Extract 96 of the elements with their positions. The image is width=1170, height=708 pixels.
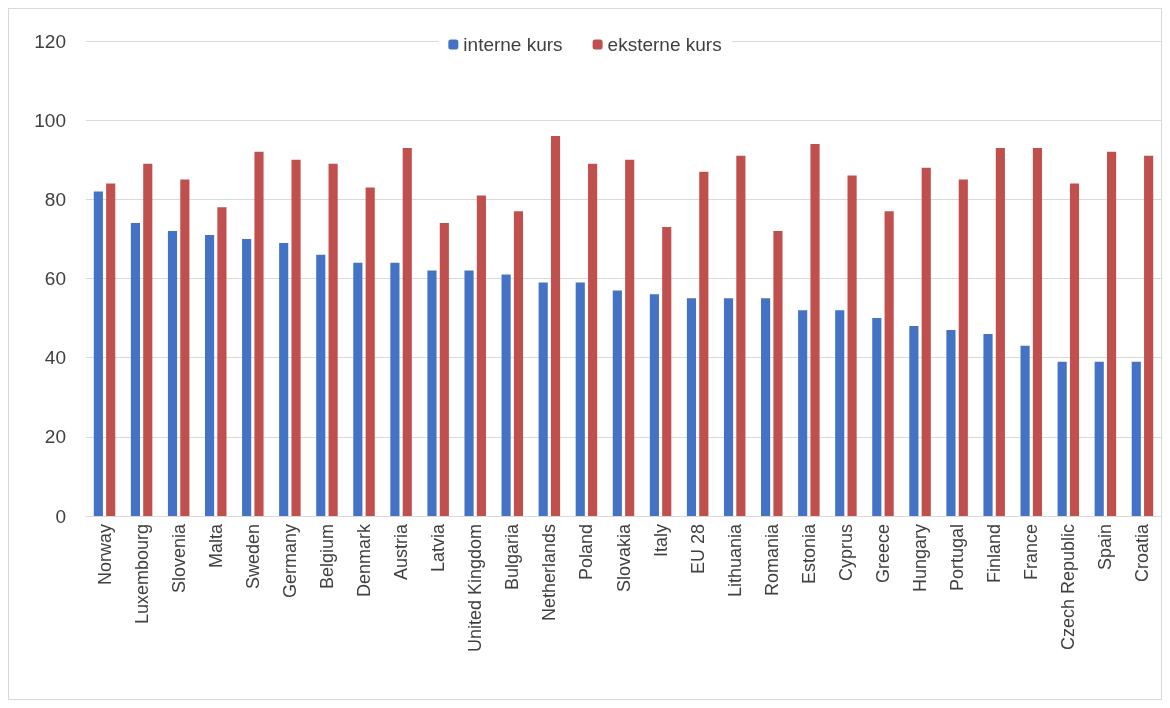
bar (995, 147, 1005, 516)
bar (798, 310, 808, 516)
bar (946, 329, 956, 516)
bar (439, 223, 449, 516)
x-tick-label: Romania (761, 523, 782, 597)
bar (501, 274, 511, 516)
bar (625, 159, 635, 516)
bar (1069, 183, 1080, 516)
x-tick-label: Poland (576, 524, 597, 581)
bar (872, 318, 882, 516)
y-tick-label: 80 (44, 188, 66, 210)
bar (662, 227, 672, 516)
bar (1107, 151, 1117, 516)
x-tick-label: Sweden (242, 524, 263, 590)
bar (1032, 147, 1043, 516)
bar (921, 167, 931, 516)
x-tick-label: Norway (94, 524, 115, 586)
bar (847, 175, 857, 516)
bar (699, 171, 709, 516)
x-tick-label: Bulgaria (502, 523, 523, 591)
y-tick-label: 0 (55, 505, 66, 527)
x-tick-label: Slovenia (168, 523, 189, 594)
bar (464, 270, 474, 516)
x-tick-label: Luxembourg (131, 524, 152, 625)
y-tick-label: 60 (44, 268, 66, 289)
y-tick-label: 40 (44, 347, 66, 369)
bar (353, 262, 363, 516)
bar (649, 294, 659, 516)
x-tick-label: Cyprus (835, 524, 856, 582)
bar (588, 163, 598, 516)
bar (402, 147, 412, 516)
bar (612, 290, 622, 516)
bar (1057, 361, 1067, 516)
x-tick-label: Greece (872, 524, 893, 584)
bar (279, 242, 289, 516)
y-tick-label: 120 (34, 30, 66, 52)
bar (983, 333, 993, 516)
x-tick-label: Croatia (1132, 523, 1153, 583)
bar (1144, 155, 1154, 516)
x-tick-label: Latvia (428, 523, 449, 573)
y-tick-label: 20 (44, 426, 66, 448)
bar (958, 179, 968, 516)
bar (773, 231, 783, 516)
x-tick-label: France (1021, 524, 1042, 581)
bar (130, 223, 140, 516)
bar (835, 310, 845, 516)
bar (538, 282, 548, 516)
bar (1131, 361, 1141, 516)
bar (736, 155, 746, 516)
bar (143, 163, 153, 516)
bar (686, 298, 697, 516)
x-tick-label: United Kingdom (465, 524, 486, 653)
x-tick-label: Estonia (798, 523, 819, 585)
x-tick-label: Germany (279, 524, 300, 599)
bar (723, 298, 734, 516)
x-tick-label: Spain (1095, 524, 1116, 571)
x-tick-label: Austria (391, 523, 412, 581)
bar (884, 211, 894, 516)
x-tick-label: Slovakia (613, 523, 634, 593)
x-tick-label: Czech Republic (1058, 524, 1079, 651)
y-tick-label: 100 (34, 109, 66, 131)
legend-label: eksterne kurs (607, 34, 722, 55)
bar (316, 254, 326, 516)
x-tick-label: Italy (650, 524, 671, 558)
x-tick-label: Finland (984, 524, 1005, 584)
bar (242, 238, 252, 516)
bar (1020, 345, 1030, 516)
x-tick-label: Lithuania (724, 523, 745, 598)
bar (427, 270, 437, 516)
bar (909, 326, 919, 516)
bar (180, 179, 190, 516)
bar (328, 163, 338, 516)
bar (575, 282, 585, 516)
bar (761, 298, 771, 516)
x-tick-label: Belgium (316, 524, 337, 590)
bar (476, 195, 486, 516)
x-tick-label: Portugal (947, 524, 968, 592)
bar (217, 207, 227, 516)
bar (513, 211, 524, 516)
bar (365, 187, 375, 516)
bar (204, 234, 215, 516)
bar (291, 159, 301, 516)
bar (390, 262, 400, 516)
bar (167, 231, 178, 516)
x-tick-label: Malta (205, 523, 226, 569)
bar (810, 143, 820, 516)
x-tick-label: EU 28 (687, 524, 708, 575)
x-tick-label: Netherlands (539, 524, 560, 622)
x-tick-label: Hungary (910, 524, 931, 593)
bar (1094, 361, 1104, 516)
bar (550, 136, 561, 516)
bar (254, 151, 264, 516)
x-tick-label: Denmark (354, 523, 375, 598)
bar (106, 183, 116, 516)
bar (93, 191, 103, 516)
legend-label: interne kurs (463, 34, 563, 55)
